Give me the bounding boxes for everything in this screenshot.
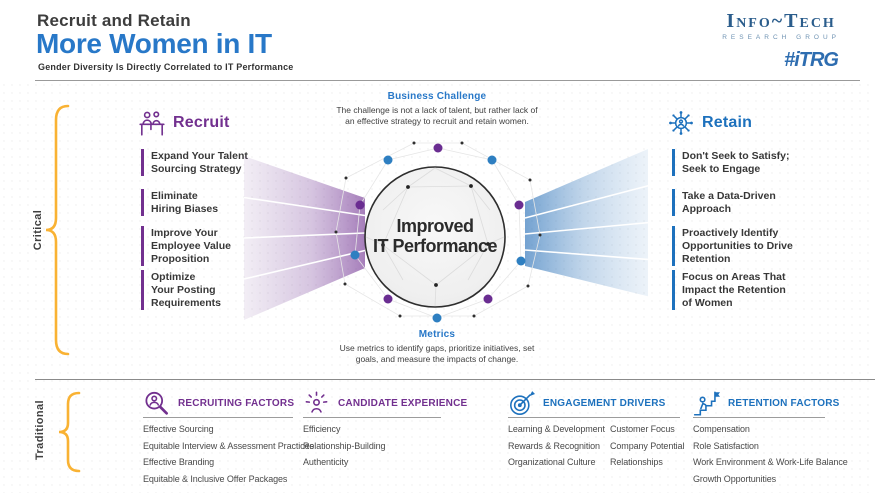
item-accent-bar [141, 149, 144, 176]
list-item: Efficiency [303, 424, 341, 434]
item-accent-bar [672, 149, 675, 176]
retain-item-text: Focus on Areas That Impact the Retention… [682, 271, 786, 309]
infotech-logo-subtext: RESEARCH GROUP [722, 34, 840, 41]
traditional-brace [58, 391, 81, 473]
list-item: Company Potential [610, 440, 685, 451]
recruit-rays [243, 156, 366, 320]
recruit-item-text: Optimize Your Posting Requirements [151, 271, 222, 309]
page-subtitle: Gender Diversity Is Directly Correlated … [38, 62, 294, 72]
retain-item-text: Take a Data-Driven Approach [682, 190, 776, 215]
list-item: Customer Focus [610, 424, 675, 434]
itrg-logo: #iTRG [784, 49, 839, 71]
item-accent-bar [672, 189, 675, 216]
recruit-item-text: Expand Your Talent Sourcing Strategy [151, 150, 248, 175]
circle-label-line2: IT Performance [373, 236, 498, 256]
candidate-experience-title: CANDIDATE EXPERIENCE [338, 397, 468, 409]
critical-section-label: Critical [32, 209, 44, 251]
recruit-item: Improve Your Employee Value Proposition [141, 226, 231, 266]
page-title-line1: Recruit and Retain [37, 11, 191, 30]
outer-ring-dots [350, 143, 526, 323]
list-item: Rewards & Recognition [508, 440, 600, 451]
list-item: Relationship-Building [303, 440, 386, 451]
business-challenge-block: Business Challenge The challenge is not … [322, 91, 552, 127]
retain-item: Take a Data-Driven Approach [672, 189, 776, 216]
performance-circle [364, 166, 506, 308]
candidate-experience-header: CANDIDATE EXPERIENCE [303, 390, 467, 416]
list-item: Organizational Culture [508, 457, 596, 467]
stairs-flag-icon [693, 390, 720, 416]
column-rule [143, 417, 293, 418]
retain-item-text: Don't Seek to Satisfy; Seek to Engage [682, 150, 790, 175]
column-rule [303, 417, 441, 418]
list-item: Equitable & Inclusive Offer Packages [143, 473, 288, 484]
list-item: Authenticity [303, 457, 349, 467]
search-person-icon [145, 391, 168, 415]
target-arrow-icon [510, 390, 535, 415]
list-item: Equitable Interview & Assessment Practic… [143, 440, 314, 451]
metrics-title: Metrics [418, 329, 456, 340]
list-item: Growth Opportunities [693, 473, 777, 484]
item-accent-bar [141, 270, 144, 310]
list-item: Learning & Development [508, 424, 605, 434]
satellite-dots [334, 141, 542, 318]
item-accent-bar [141, 226, 144, 266]
retention-factors-list: Compensation Role Satisfaction Work Envi… [693, 421, 848, 487]
retain-item-text: Proactively Identify Opportunities to Dr… [682, 227, 793, 265]
page-title-line2: More Women in IT [36, 28, 272, 59]
list-item: Effective Branding [143, 457, 215, 467]
engagement-drivers-title: ENGAGEMENT DRIVERS [543, 397, 666, 409]
infotech-logo-name: Info~Tech [726, 10, 836, 32]
recruit-item-text: Improve Your Employee Value Proposition [151, 227, 231, 265]
recruit-item: Expand Your Talent Sourcing Strategy [141, 149, 248, 176]
infotech-logo: Info~Tech RESEARCH GROUP [722, 10, 840, 41]
column-rule [693, 417, 825, 418]
engagement-drivers-list-left: Learning & Development Rewards & Recogni… [508, 421, 605, 471]
recruiting-factors-header: RECRUITING FACTORS [143, 390, 294, 416]
candidate-experience-list: Efficiency Relationship-Building Authent… [303, 421, 386, 471]
traditional-section-label: Traditional [34, 399, 46, 461]
retention-factors-header: RETENTION FACTORS [693, 390, 840, 416]
recruit-title: Recruit [173, 114, 230, 131]
item-accent-bar [672, 270, 675, 310]
recruit-item: Eliminate Hiring Biases [141, 189, 218, 216]
column-rule [508, 417, 680, 418]
list-item: Role Satisfaction [693, 440, 759, 451]
inner-nodes [381, 184, 490, 287]
recruit-header: Recruit [137, 108, 230, 138]
list-item: Relationships [610, 457, 663, 467]
critical-brace [45, 104, 70, 356]
section-divider [35, 379, 875, 380]
metrics-block: Metrics Use metrics to identify gaps, pr… [322, 329, 552, 365]
engagement-drivers-list-right: Customer Focus Company Potential Relatio… [610, 421, 684, 471]
business-challenge-title: Business Challenge [387, 91, 487, 102]
list-item: Effective Sourcing [143, 424, 214, 434]
inner-mesh [365, 167, 505, 307]
retain-rays [524, 149, 648, 297]
recruit-item: Optimize Your Posting Requirements [141, 270, 221, 310]
header-divider [35, 80, 860, 81]
retain-item: Don't Seek to Satisfy; Seek to Engage [672, 149, 790, 176]
circle-label-line1: Improved [396, 216, 473, 236]
retain-header: Retain [666, 108, 752, 138]
recruiting-factors-list: Effective Sourcing Equitable Interview &… [143, 421, 314, 487]
retain-item: Focus on Areas That Impact the Retention… [672, 270, 786, 310]
item-accent-bar [672, 226, 675, 266]
person-sparkle-icon [305, 390, 328, 413]
recruiting-factors-title: RECRUITING FACTORS [178, 397, 295, 409]
retention-factors-title: RETENTION FACTORS [728, 397, 840, 409]
retain-item: Proactively Identify Opportunities to Dr… [672, 226, 793, 266]
retain-title: Retain [702, 114, 753, 131]
item-accent-bar [141, 189, 144, 216]
recruit-item-text: Eliminate Hiring Biases [151, 190, 219, 215]
list-item: Work Environment & Work-Life Balance [693, 457, 848, 467]
interview-people-icon [139, 111, 165, 136]
it-performance-diagram: Improved IT Performance [243, 141, 648, 323]
metrics-text: Use metrics to identify gaps, prioritize… [339, 343, 535, 364]
list-item: Compensation [693, 424, 750, 434]
business-challenge-text: The challenge is not a lack of talent, b… [336, 105, 538, 126]
engagement-drivers-header: ENGAGEMENT DRIVERS [508, 390, 666, 416]
network-person-icon [669, 111, 693, 135]
